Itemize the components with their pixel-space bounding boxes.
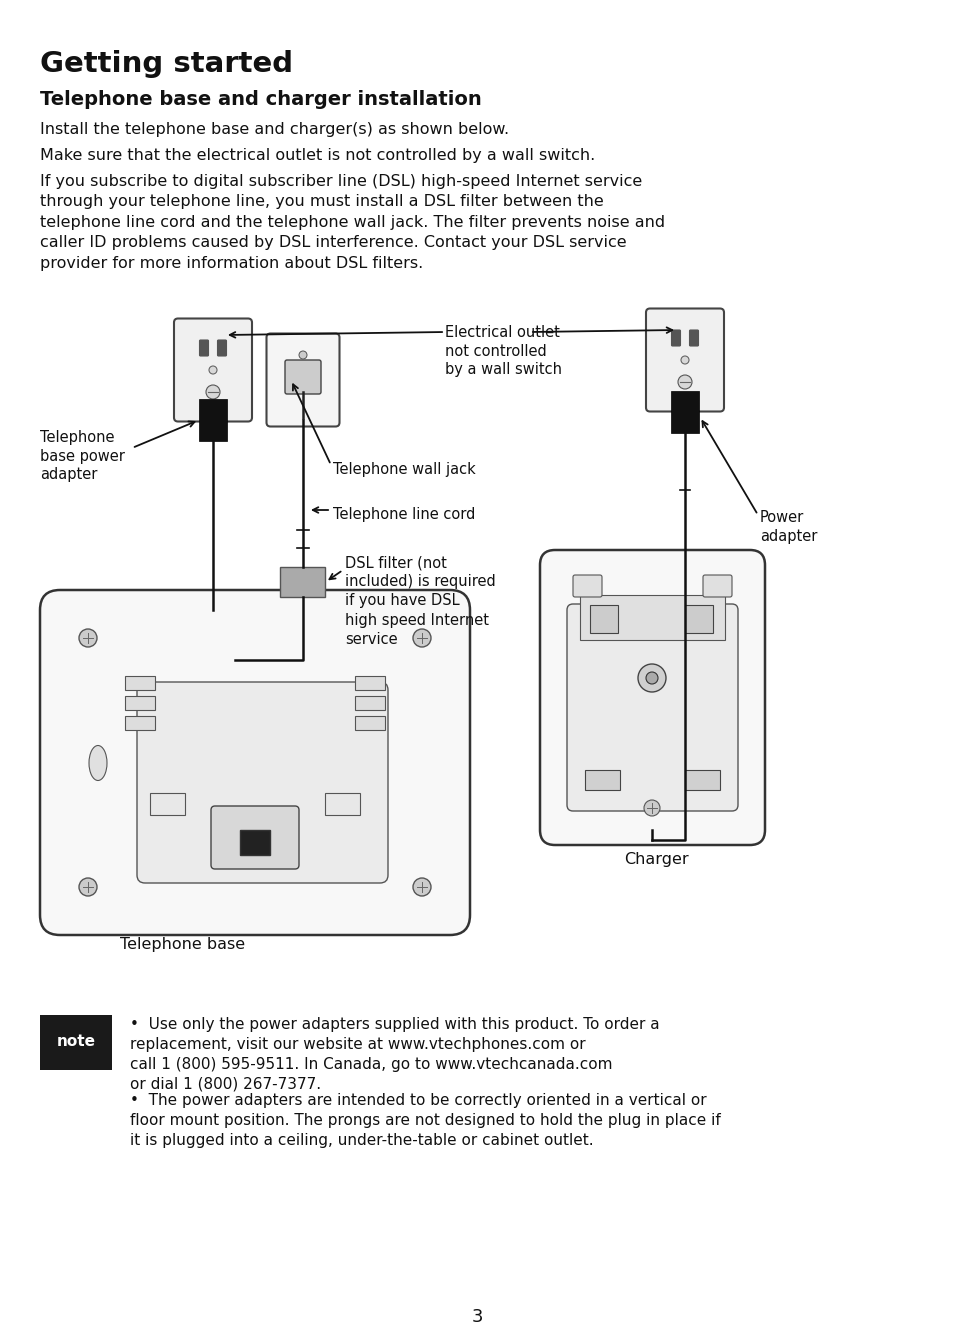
FancyBboxPatch shape bbox=[285, 359, 320, 394]
Bar bbox=[684, 770, 720, 790]
Bar bbox=[199, 399, 227, 441]
Text: Telephone
base power
adapter: Telephone base power adapter bbox=[40, 430, 125, 482]
Circle shape bbox=[206, 385, 220, 399]
Text: •  The power adapters are intended to be correctly oriented in a vertical or
flo: • The power adapters are intended to be … bbox=[130, 1093, 720, 1148]
Bar bbox=[355, 696, 385, 709]
Bar bbox=[355, 716, 385, 729]
Bar bbox=[150, 794, 185, 815]
Bar bbox=[579, 595, 724, 640]
Circle shape bbox=[413, 878, 431, 896]
FancyBboxPatch shape bbox=[566, 604, 738, 811]
Text: 3: 3 bbox=[471, 1308, 482, 1327]
Circle shape bbox=[680, 355, 688, 363]
Circle shape bbox=[298, 351, 307, 359]
Circle shape bbox=[413, 629, 431, 647]
Text: DSL filter (not
included) is required
if you have DSL
high speed Internet
servic: DSL filter (not included) is required if… bbox=[345, 554, 496, 647]
Text: Telephone wall jack: Telephone wall jack bbox=[333, 462, 476, 477]
Text: Telephone line cord: Telephone line cord bbox=[333, 506, 475, 522]
Bar bbox=[670, 391, 699, 433]
Bar bbox=[125, 696, 154, 709]
Bar bbox=[684, 605, 712, 633]
Bar bbox=[355, 676, 385, 689]
Bar bbox=[589, 605, 618, 633]
Circle shape bbox=[79, 629, 97, 647]
Text: Make sure that the electrical outlet is not controlled by a wall switch.: Make sure that the electrical outlet is … bbox=[40, 148, 595, 163]
FancyBboxPatch shape bbox=[217, 339, 226, 355]
Text: Telephone base: Telephone base bbox=[120, 937, 245, 953]
Bar bbox=[125, 676, 154, 689]
Text: Power
adapter: Power adapter bbox=[760, 510, 817, 544]
Circle shape bbox=[79, 878, 97, 896]
Text: note: note bbox=[56, 1034, 95, 1050]
FancyBboxPatch shape bbox=[539, 550, 764, 844]
FancyBboxPatch shape bbox=[573, 574, 601, 597]
Text: Electrical outlet
not controlled
by a wall switch: Electrical outlet not controlled by a wa… bbox=[444, 325, 561, 377]
FancyBboxPatch shape bbox=[40, 591, 470, 935]
Ellipse shape bbox=[89, 745, 107, 780]
Text: Charger: Charger bbox=[623, 852, 688, 867]
FancyBboxPatch shape bbox=[702, 574, 731, 597]
Bar bbox=[325, 794, 359, 815]
FancyBboxPatch shape bbox=[645, 309, 723, 411]
FancyBboxPatch shape bbox=[199, 339, 209, 355]
Text: Install the telephone base and charger(s) as shown below.: Install the telephone base and charger(s… bbox=[40, 122, 509, 138]
FancyBboxPatch shape bbox=[671, 330, 679, 346]
FancyBboxPatch shape bbox=[689, 330, 698, 346]
FancyBboxPatch shape bbox=[173, 318, 252, 421]
Circle shape bbox=[645, 672, 658, 684]
Circle shape bbox=[638, 664, 665, 692]
FancyBboxPatch shape bbox=[137, 681, 388, 883]
Bar bbox=[240, 830, 270, 855]
Circle shape bbox=[209, 366, 216, 374]
Text: Getting started: Getting started bbox=[40, 49, 293, 77]
Bar bbox=[584, 770, 619, 790]
Bar bbox=[280, 566, 325, 597]
FancyBboxPatch shape bbox=[266, 334, 339, 426]
Text: Telephone base and charger installation: Telephone base and charger installation bbox=[40, 90, 481, 110]
Circle shape bbox=[678, 375, 691, 389]
Text: If you subscribe to digital subscriber line (DSL) high-speed Internet service
th: If you subscribe to digital subscriber l… bbox=[40, 174, 664, 271]
Bar bbox=[40, 1015, 112, 1070]
Circle shape bbox=[643, 800, 659, 816]
FancyBboxPatch shape bbox=[211, 806, 298, 868]
Bar bbox=[125, 716, 154, 729]
Text: •  Use only the power adapters supplied with this product. To order a
replacemen: • Use only the power adapters supplied w… bbox=[130, 1017, 659, 1092]
